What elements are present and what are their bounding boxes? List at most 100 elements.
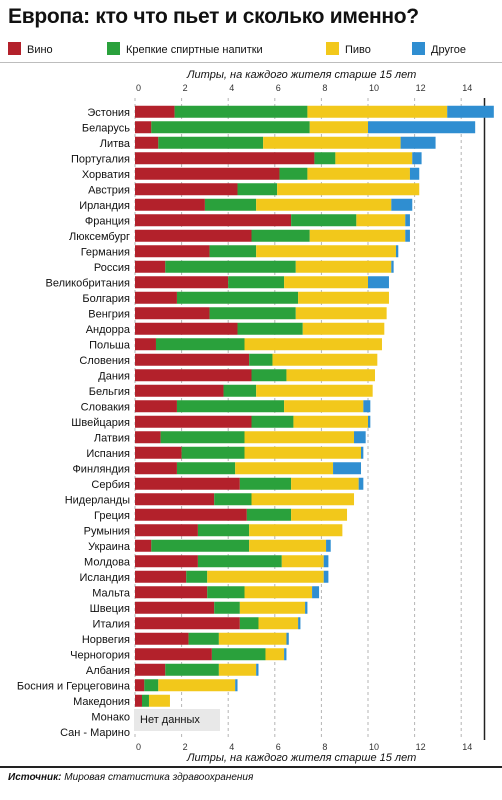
x-tick-label-bottom-0: 0 [136, 742, 141, 752]
bar-segment-beer [277, 183, 420, 196]
bar-segment-beer [281, 555, 324, 568]
category-label: Финляндия [72, 463, 130, 475]
bar-segment-wine [135, 446, 182, 459]
x-tick-label-bottom-6: 6 [276, 742, 281, 752]
bar-segment-wine [135, 555, 198, 568]
bar-segment-spirits [186, 570, 208, 583]
category-label: Монако [91, 711, 130, 723]
bar-segment-spirits [197, 555, 282, 568]
category-label: Босния и Герцеговина [17, 680, 131, 692]
bar-segment-spirits [165, 260, 296, 273]
bar-segment-other [368, 121, 476, 134]
category-label: Мальта [92, 587, 131, 599]
bar-segment-wine [135, 632, 189, 645]
bar-segment-beer [284, 276, 368, 289]
legend: Вино Крепкие спиртные напитки Пиво Друго… [0, 42, 502, 58]
bar-segment-other [361, 446, 364, 459]
bar-segment-other [391, 198, 413, 211]
bar-segment-wine [135, 229, 252, 242]
bar-segment-wine [135, 493, 215, 506]
bar-segment-beer [244, 586, 313, 599]
bar-segment-other [323, 570, 329, 583]
bar-segment-wine [135, 152, 315, 165]
category-label: Македония [73, 696, 130, 708]
source-label: Источник: [8, 772, 62, 783]
bar-segment-wine [135, 663, 166, 676]
bar-segment-spirits [204, 198, 257, 211]
bar-segment-other [256, 663, 259, 676]
category-label: Сан - Марино [60, 727, 130, 739]
category-label: Болгария [82, 293, 130, 305]
category-label: Ирландия [79, 200, 130, 212]
x-tick-label-top-0: 0 [136, 83, 141, 93]
bar-segment-beer [302, 322, 385, 335]
legend-label-other: Другое [431, 44, 466, 56]
bar-segment-other [405, 229, 410, 242]
legend-item-beer: Пиво [326, 42, 371, 56]
x-tick-label-bottom-4: 4 [229, 742, 234, 752]
bar-segment-spirits [246, 508, 292, 521]
bar-segment-beer [286, 369, 375, 382]
x-tick-label-top-4: 4 [229, 83, 234, 93]
bar-segment-wine [135, 353, 250, 366]
bar-segment-wine [135, 260, 166, 273]
bar-segment-wine [135, 291, 177, 304]
bar-segment-other [395, 245, 399, 258]
bar-segment-spirits [291, 214, 357, 227]
source-note: Источник: Мировая статистика здравоохран… [8, 772, 253, 783]
bar-segment-wine [135, 415, 252, 428]
bar-segment-spirits [251, 369, 287, 382]
bar-segment-spirits [223, 384, 257, 397]
bar-segment-beer [284, 400, 364, 413]
bar-segment-spirits [174, 105, 308, 118]
bar-segment-spirits [249, 353, 273, 366]
x-tick-label-top-6: 6 [276, 83, 281, 93]
bar-segment-spirits [237, 322, 303, 335]
bar-segment-beer [263, 136, 401, 149]
bar-segment-spirits [228, 276, 285, 289]
category-label: Албания [86, 665, 130, 677]
bar-segment-spirits [181, 446, 245, 459]
category-label: Россия [94, 262, 130, 274]
bar-segment-spirits [239, 617, 259, 630]
bar-segment-beer [256, 198, 392, 211]
category-label: Германия [81, 246, 130, 258]
category-label: Норвегия [82, 634, 130, 646]
bar-segment-spirits [160, 431, 245, 444]
bar-segment-spirits [239, 477, 292, 490]
source-text: Мировая статистика здравоохранения [64, 772, 254, 783]
bar-segment-spirits [214, 601, 240, 614]
bar-segment-wine [135, 524, 198, 537]
bar-segment-spirits [279, 167, 308, 180]
category-label: Черногория [70, 649, 130, 661]
x-tick-label-bottom-8: 8 [322, 742, 327, 752]
category-label: Словения [79, 355, 130, 367]
bar-segment-spirits [197, 524, 250, 537]
bar-segment-other [298, 617, 301, 630]
bar-segment-spirits [188, 632, 219, 645]
bar-segment-wine [135, 322, 238, 335]
bar-segment-beer [244, 446, 362, 459]
bar-segment-other [405, 214, 410, 227]
category-label: Великобритания [46, 277, 131, 289]
bar-segment-spirits [251, 229, 310, 242]
category-label: Португалия [71, 153, 130, 165]
no-data-label: Нет данных [134, 709, 220, 731]
legend-label-beer: Пиво [345, 44, 371, 56]
legend-label-spirits: Крепкие спиртные напитки [126, 44, 263, 56]
category-label: Франция [85, 215, 130, 227]
bar-segment-wine [135, 400, 177, 413]
bar-segment-beer [244, 431, 355, 444]
bar-segment-wine [135, 477, 240, 490]
category-label: Венгрия [88, 308, 130, 320]
bar-segment-wine [135, 105, 175, 118]
bar-segment-wine [135, 539, 152, 552]
category-label: Испания [86, 448, 130, 460]
x-tick-label-bottom-2: 2 [183, 742, 188, 752]
legend-item-spirits: Крепкие спиртные напитки [107, 42, 263, 56]
bar-segment-beer [293, 415, 368, 428]
page-title: Европа: кто что пьет и сколько именно? [8, 5, 419, 28]
category-label: Люксембург [69, 231, 130, 243]
